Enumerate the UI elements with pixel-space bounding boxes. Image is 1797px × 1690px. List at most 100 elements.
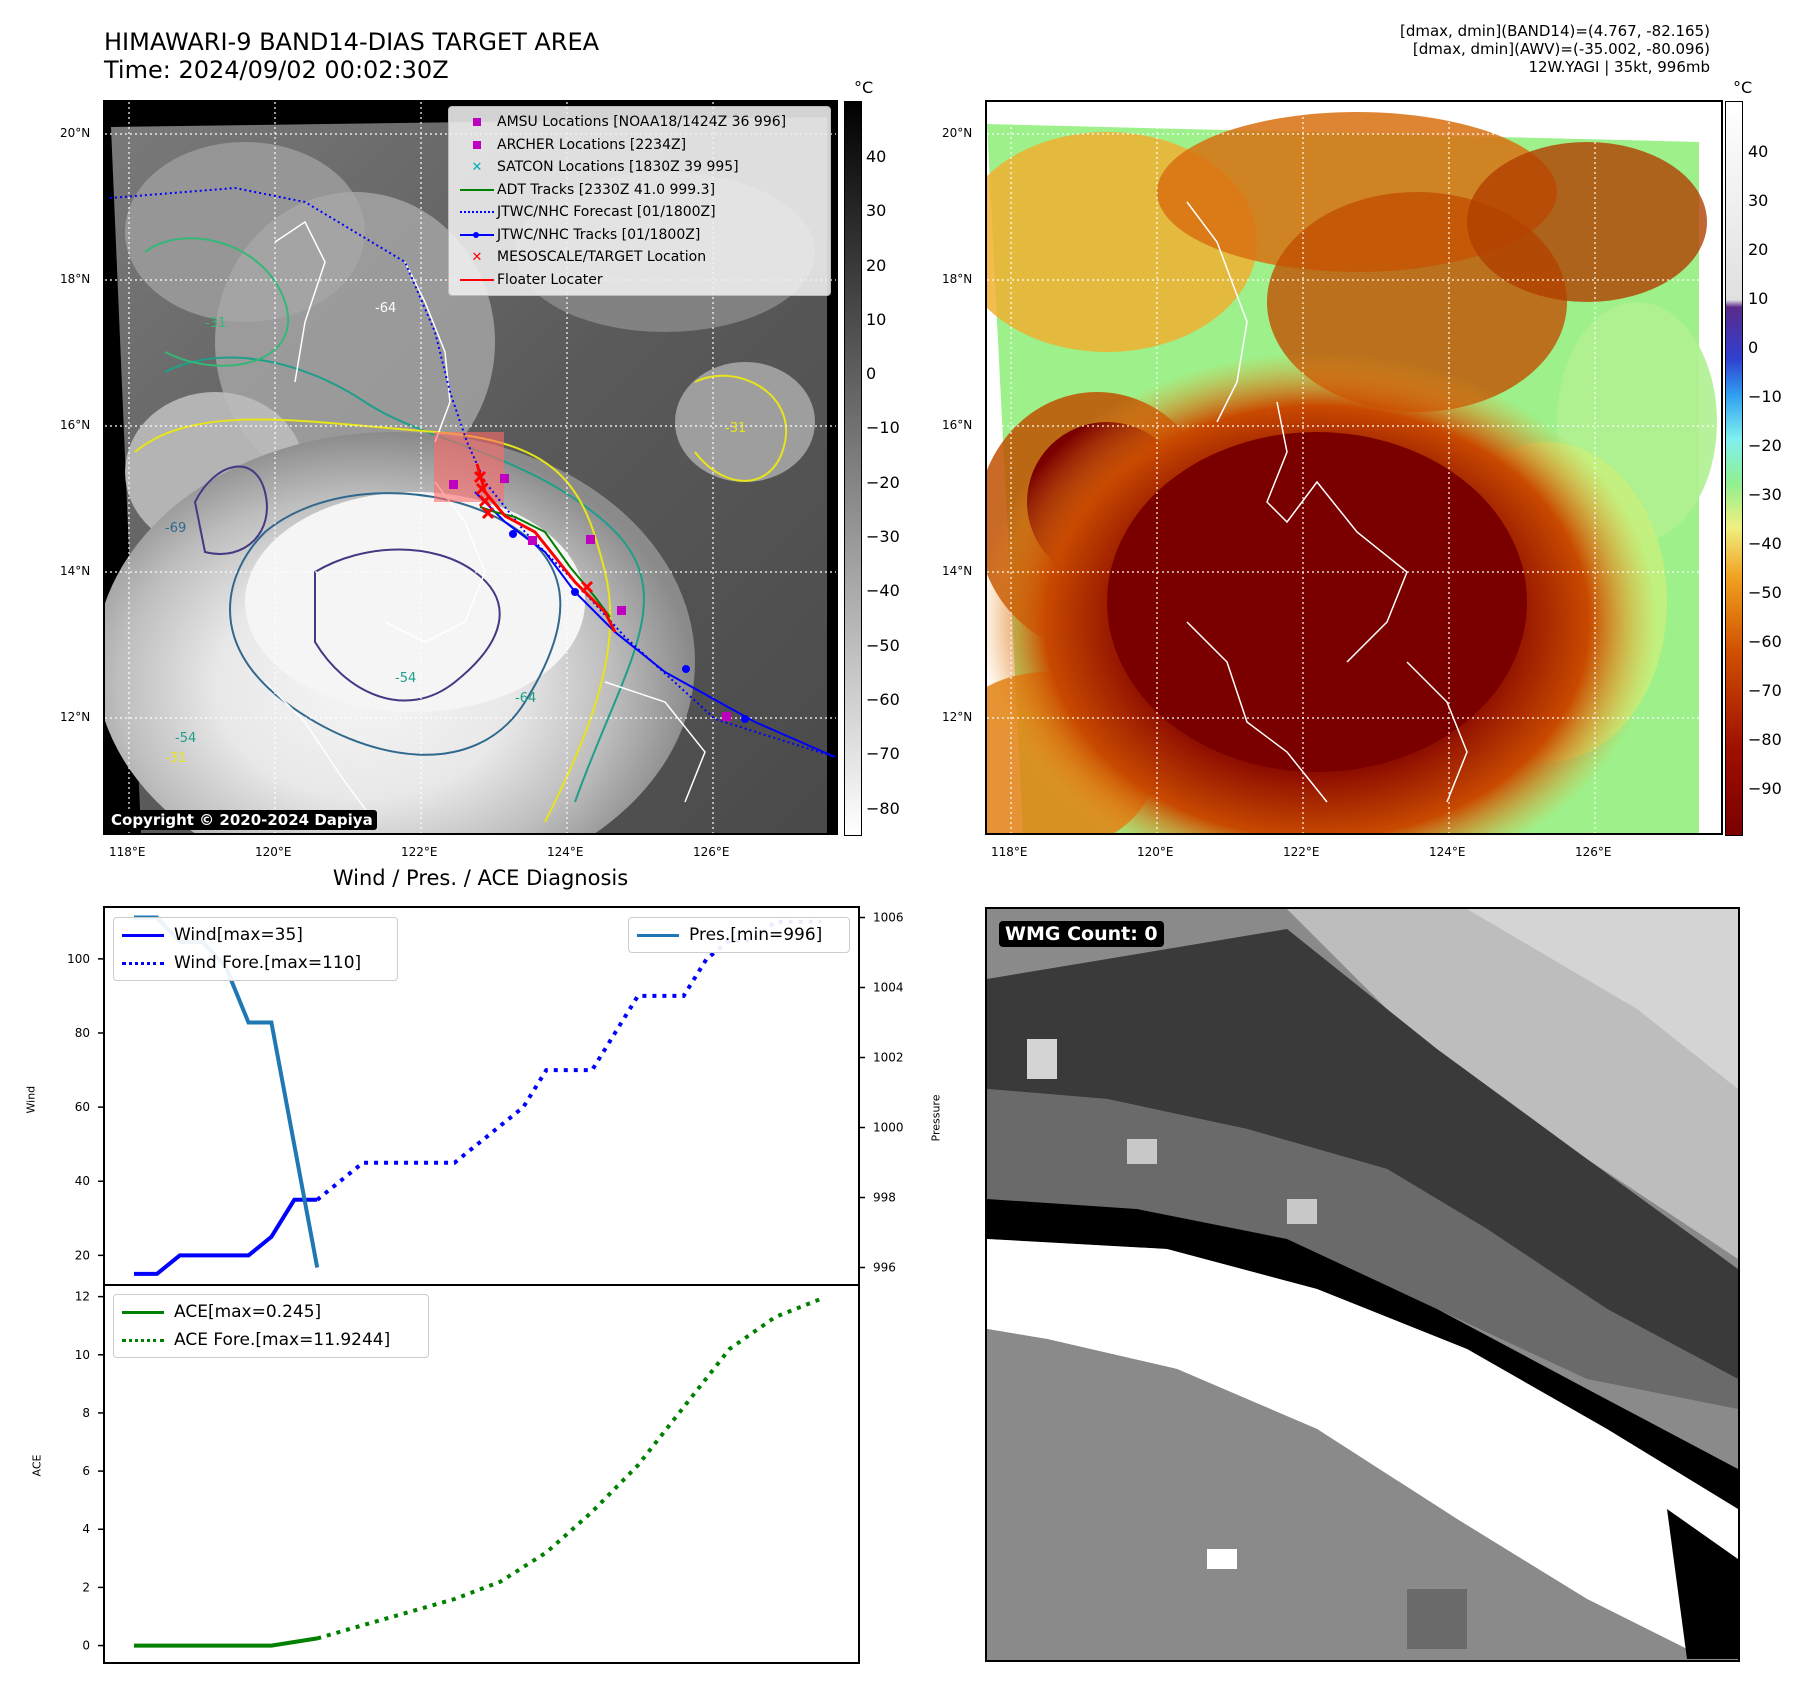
ace-tick-label: 10 bbox=[75, 1348, 90, 1362]
legend-item: ACE Fore.[max=11.9244] bbox=[122, 1326, 420, 1354]
legend-item: Wind Fore.[max=110] bbox=[122, 949, 389, 977]
legend-item: ✕ SATCON Locations [1830Z 39 995] bbox=[457, 156, 822, 179]
ace-tick-label: 6 bbox=[82, 1464, 90, 1478]
colorbar-right-unit: °C bbox=[1733, 78, 1753, 97]
ace-tick-label: 12 bbox=[75, 1290, 90, 1304]
amsu-location-marker bbox=[617, 606, 626, 615]
awv-map-image bbox=[987, 102, 1721, 833]
wind-tick-label: 80 bbox=[75, 1026, 90, 1040]
contour-label: -64 bbox=[515, 691, 536, 706]
lat-tick: 14°N bbox=[60, 564, 91, 578]
x-marker-icon: ✕ bbox=[471, 159, 483, 175]
solid-line-icon bbox=[122, 1310, 164, 1314]
title-line-2: Time: 2024/09/02 00:02:30Z bbox=[104, 56, 449, 84]
legend-item: ACE[max=0.245] bbox=[122, 1298, 420, 1326]
lat-tick: 14°N bbox=[942, 564, 973, 578]
lat-tick: 16°N bbox=[942, 418, 973, 432]
ir-map-panel: -31 -54 -64 -69 -31 -54 -64 -31 bbox=[103, 100, 838, 835]
info-line-2: [dmax, dmin](AWV)=(-35.002, -80.096) bbox=[1412, 40, 1710, 58]
jtwc-track bbox=[474, 491, 836, 758]
lat-tick: 18°N bbox=[60, 272, 91, 286]
legend-item: JTWC/NHC Tracks [01/1800Z] bbox=[457, 224, 822, 247]
x-marker-icon: ✕ bbox=[471, 249, 483, 265]
lon-tick: 124°E bbox=[1429, 845, 1466, 859]
legend-item: Wind[max=35] bbox=[122, 921, 389, 949]
awv-map-panel bbox=[985, 100, 1723, 835]
solid-line-icon bbox=[460, 188, 494, 191]
solid-line-icon bbox=[637, 933, 679, 937]
contour-label: -31 bbox=[725, 421, 746, 436]
lat-tick: 12°N bbox=[942, 710, 973, 724]
series-line bbox=[134, 1636, 318, 1648]
title-line-1: HIMAWARI-9 BAND14-DIAS TARGET AREA bbox=[104, 28, 600, 56]
lon-tick: 122°E bbox=[401, 845, 438, 859]
wmg-panel: WMG Count: 0 bbox=[985, 907, 1740, 1662]
figure-title: HIMAWARI-9 BAND14-DIAS TARGET AREA Time:… bbox=[104, 28, 599, 84]
adt-track bbox=[479, 506, 611, 618]
amsu-location-marker bbox=[586, 535, 595, 544]
archer-location-marker bbox=[449, 480, 458, 489]
pressure-tick-label: 1006 bbox=[873, 911, 904, 925]
legend-item: ✕ MESOSCALE/TARGET Location bbox=[457, 246, 822, 269]
lon-tick: 120°E bbox=[1137, 845, 1174, 859]
lon-tick: 126°E bbox=[1575, 845, 1612, 859]
lat-tick: 20°N bbox=[60, 126, 91, 140]
lon-tick: 118°E bbox=[991, 845, 1028, 859]
contour-label: -31 bbox=[165, 751, 186, 766]
ace-tick-label: 8 bbox=[82, 1406, 90, 1420]
contour-label: -54 bbox=[175, 731, 196, 746]
lat-tick: 18°N bbox=[942, 272, 973, 286]
wmg-count-label: WMG Count: 0 bbox=[999, 921, 1164, 947]
ace-tick-label: 0 bbox=[82, 1639, 90, 1653]
wind-tick-label: 100 bbox=[67, 952, 90, 966]
series-line bbox=[316, 1296, 822, 1641]
lon-tick: 124°E bbox=[547, 845, 584, 859]
ace-tick-label: 2 bbox=[82, 1580, 90, 1594]
contour-label: -31 bbox=[205, 316, 226, 331]
contour-label: -64 bbox=[375, 301, 396, 316]
lat-tick: 12°N bbox=[60, 710, 91, 724]
target-area-box bbox=[434, 432, 504, 502]
wind-tick-label: 60 bbox=[75, 1100, 90, 1114]
wmg-image bbox=[987, 909, 1738, 1659]
lon-tick: 120°E bbox=[255, 845, 292, 859]
lon-tick: 118°E bbox=[109, 845, 146, 859]
jtwc-track-point bbox=[509, 530, 517, 538]
map-legend: AMSU Locations [NOAA18/1424Z 36 996] ARC… bbox=[448, 106, 831, 296]
lon-tick: 122°E bbox=[1283, 845, 1320, 859]
series-line bbox=[134, 1197, 318, 1276]
legend-item: Pres.[min=996] bbox=[637, 921, 841, 949]
colorbar-left-unit: °C bbox=[854, 78, 874, 97]
legend-item: Floater Locater bbox=[457, 269, 822, 292]
pressure-tick-label: 1002 bbox=[873, 1051, 904, 1065]
solid-line-icon bbox=[460, 278, 494, 281]
pressure-tick-label: 1000 bbox=[873, 1121, 904, 1135]
legend-item: ARCHER Locations [2234Z] bbox=[457, 134, 822, 157]
jtwc-track-point bbox=[571, 588, 579, 596]
colorbar-left bbox=[844, 101, 862, 836]
legend-item: AMSU Locations [NOAA18/1424Z 36 996] bbox=[457, 111, 822, 134]
lat-tick: 20°N bbox=[942, 126, 973, 140]
legend-item: ADT Tracks [2330Z 41.0 999.3] bbox=[457, 179, 822, 202]
colorbar-right bbox=[1725, 101, 1743, 836]
solid-line-icon bbox=[122, 933, 164, 937]
dotted-line-icon bbox=[122, 961, 164, 965]
wind-tick-label: 40 bbox=[75, 1174, 90, 1188]
dotted-line-icon bbox=[122, 1338, 164, 1342]
storm-info: [dmax, dmin](BAND14)=(4.767, -82.165) [d… bbox=[1400, 22, 1710, 76]
pressure-tick-label: 998 bbox=[873, 1191, 896, 1205]
legend-item: JTWC/NHC Forecast [01/1800Z] bbox=[457, 201, 822, 224]
jtwc-track-point bbox=[741, 715, 749, 723]
diagnosis-title: Wind / Pres. / ACE Diagnosis bbox=[332, 866, 629, 890]
pressure-tick-label: 1004 bbox=[873, 981, 904, 995]
lon-tick: 126°E bbox=[693, 845, 730, 859]
pressure-tick-label: 996 bbox=[873, 1261, 896, 1275]
ace-axes bbox=[103, 1284, 860, 1664]
ace-legend: ACE[max=0.245] ACE Fore.[max=11.9244] bbox=[113, 1294, 429, 1358]
amsu-location-marker bbox=[500, 474, 509, 483]
square-marker-icon bbox=[473, 140, 481, 149]
jtwc-forecast-track bbox=[109, 186, 836, 758]
info-line-1: [dmax, dmin](BAND14)=(4.767, -82.165) bbox=[1399, 22, 1710, 40]
jtwc-track-point bbox=[682, 665, 690, 673]
contour-label: -69 bbox=[165, 521, 186, 536]
